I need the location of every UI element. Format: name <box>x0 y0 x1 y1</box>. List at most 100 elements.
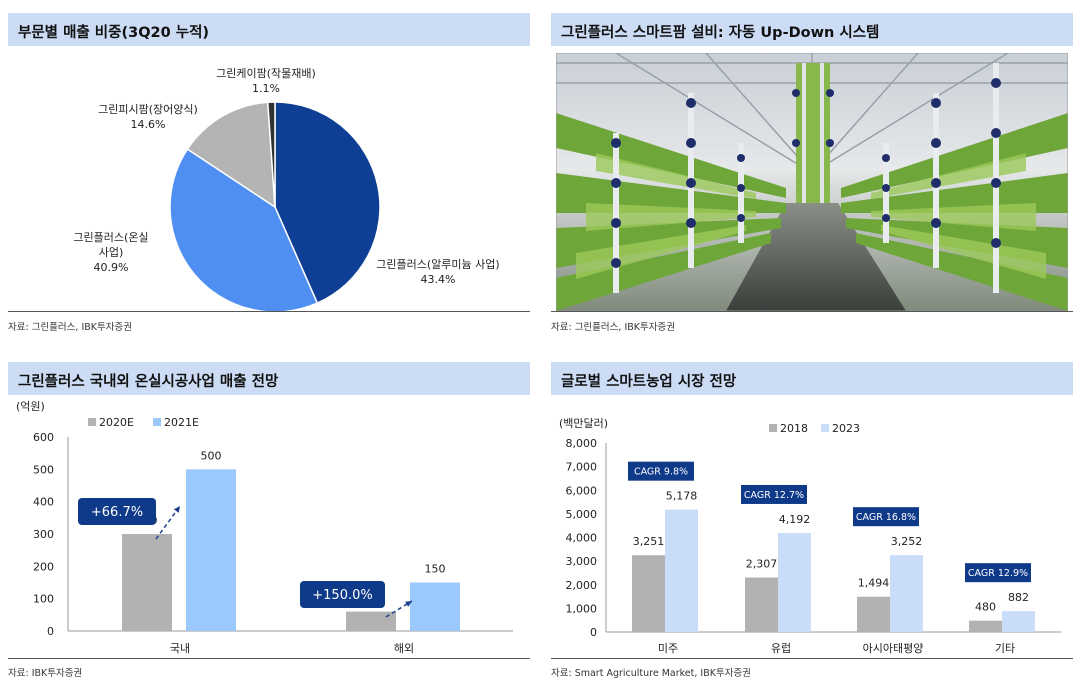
bar-value-label: 3,252 <box>891 535 923 548</box>
x-tick-label: 국내 <box>170 642 190 655</box>
x-tick-label: 미주 <box>658 642 678 655</box>
photo-rule <box>551 311 1073 312</box>
bar <box>186 469 236 631</box>
legend-swatch <box>769 424 777 432</box>
bar <box>778 532 811 632</box>
y-tick-label: 1,000 <box>566 602 598 615</box>
bar-value-label: 3,251 <box>633 535 665 548</box>
bar <box>632 555 665 632</box>
legend-label: 2021E <box>164 416 199 429</box>
pie-value-label: 40.9% <box>94 261 129 274</box>
y-tick-label: 4,000 <box>566 532 598 545</box>
bar <box>969 620 1002 632</box>
photo-title-bar: 그린플러스 스마트팜 설비: 자동 Up-Down 시스템 <box>551 13 1073 46</box>
y-axis-unit: (억원) <box>16 400 45 413</box>
pie-rule <box>8 311 530 312</box>
cagr-badge-label: CAGR 16.8% <box>856 512 916 523</box>
y-tick-label: 600 <box>33 431 54 444</box>
y-tick-label: 3,000 <box>566 555 598 568</box>
cagr-badge <box>741 484 807 504</box>
y-tick-label: 300 <box>33 528 54 541</box>
y-tick-label: 5,000 <box>566 508 598 521</box>
cagr-badge <box>853 507 919 527</box>
pie-slice-label: 그린케이팜(작물재배) <box>216 67 316 80</box>
photo-title: 그린플러스 스마트팜 설비: 자동 Up-Down 시스템 <box>561 25 880 41</box>
global-title: 글로벌 스마트농업 시장 전망 <box>561 374 737 390</box>
pie-source: 자료: 그린플러스, IBK투자증권 <box>8 322 132 333</box>
cagr-badge-label: CAGR 12.9% <box>968 568 1028 579</box>
pie-title: 부문별 매출 비중(3Q20 누적) <box>18 25 210 41</box>
growth-badge-label: +66.7% <box>91 505 143 520</box>
y-tick-label: 6,000 <box>566 484 598 497</box>
domestic-title-bar: 그린플러스 국내외 온실시공사업 매출 전망 <box>8 362 530 395</box>
y-tick-label: 0 <box>47 625 54 638</box>
global-bar-chart: (백만달러) 0 1,000 2,000 3,000 4,000 5,000 6,000 7,0… <box>559 417 1061 655</box>
global-source: 자료: Smart Agriculture Market, IBK투자증권 <box>551 668 751 679</box>
x-tick-label: 유럽 <box>771 641 791 655</box>
bar-value-label: 882 <box>1008 591 1029 604</box>
growth-badge <box>300 581 385 608</box>
y-tick-label: 500 <box>33 463 54 476</box>
bar-value-label: 2,307 <box>746 557 778 570</box>
y-tick-label: 0 <box>590 626 597 639</box>
pie-slice-label: 그린플러스(온실 <box>73 231 148 244</box>
domestic-rule <box>8 658 530 659</box>
bar <box>665 509 698 632</box>
domestic-title: 그린플러스 국내외 온실시공사업 매출 전망 <box>18 374 279 390</box>
bar <box>890 555 923 632</box>
pie-panel: 부문별 매출 비중(3Q20 누적) 그린플러스(알루미늄 사업) 43.4% 그린… <box>8 13 530 338</box>
bar <box>346 611 396 631</box>
growth-arrowhead <box>173 506 180 513</box>
growth-badge-label: +150.0% <box>312 588 372 603</box>
domestic-source: 자료: IBK투자증권 <box>8 668 83 679</box>
bar-value-label: 5,178 <box>666 490 698 503</box>
legend-swatch <box>88 418 96 426</box>
pie-value-label: 43.4% <box>421 273 456 286</box>
y-tick-label: 7,000 <box>566 461 598 474</box>
growth-arrowhead <box>405 601 412 607</box>
legend-label: 2023 <box>832 422 860 435</box>
global-title-bar: 글로벌 스마트농업 시장 전망 <box>551 362 1073 395</box>
global-panel: 글로벌 스마트농업 시장 전망 (백만달러) 0 1,000 2,000 3,000 4,… <box>551 362 1073 680</box>
y-axis-unit: (백만달러) <box>559 417 608 430</box>
x-tick-label: 기타 <box>995 642 1015 655</box>
bar-value-label: 500 <box>201 449 222 462</box>
cagr-badge <box>965 563 1031 583</box>
bar-value-label: 4,192 <box>779 513 811 526</box>
pie-slice <box>266 101 276 208</box>
pie-slice-label: 그린피시팜(장어양식) <box>98 103 198 116</box>
vertical-farm-photo <box>556 53 1068 311</box>
growth-arrow <box>385 600 413 618</box>
cagr-badge-label: CAGR 12.7% <box>744 490 804 501</box>
bar <box>857 596 890 632</box>
y-tick-label: 8,000 <box>566 437 598 450</box>
legend-swatch <box>153 418 161 426</box>
pie-slice <box>274 101 381 305</box>
global-rule <box>551 658 1073 659</box>
pie-slice-label: 사업) <box>99 246 124 259</box>
bar <box>122 534 172 631</box>
bar-value-label: 480 <box>975 601 996 614</box>
y-tick-label: 200 <box>33 560 54 573</box>
legend-swatch <box>821 424 829 432</box>
x-tick-label: 해외 <box>394 641 414 655</box>
cagr-badge <box>628 461 694 481</box>
domestic-bar-chart: (억원)01002003004005006002020E2021E300500국… <box>16 400 513 655</box>
bar <box>1002 611 1035 632</box>
domestic-panel: 그린플러스 국내외 온실시공사업 매출 전망 (억원) 0 100 200 300 400… <box>8 362 530 680</box>
y-tick-label: 100 <box>33 593 54 606</box>
photo-panel: 그린플러스 스마트팜 설비: 자동 Up-Down 시스템 <box>551 13 1073 338</box>
pie-value-label: 1.1% <box>252 82 280 95</box>
bar <box>745 577 778 632</box>
cagr-badge-label: CAGR 9.8% <box>634 467 688 478</box>
pie-title-bar: 부문별 매출 비중(3Q20 누적) <box>8 13 530 46</box>
bar <box>410 582 460 631</box>
legend-label: 2018 <box>780 422 808 435</box>
pie-value-label: 14.6% <box>131 118 166 131</box>
y-tick-label: 2,000 <box>566 579 598 592</box>
growth-badge <box>78 498 156 525</box>
photo-source: 자료: 그린플러스, IBK투자증권 <box>551 322 675 333</box>
x-tick-label: 아시아태평양 <box>863 642 924 655</box>
bar-value-label: 150 <box>425 563 446 576</box>
